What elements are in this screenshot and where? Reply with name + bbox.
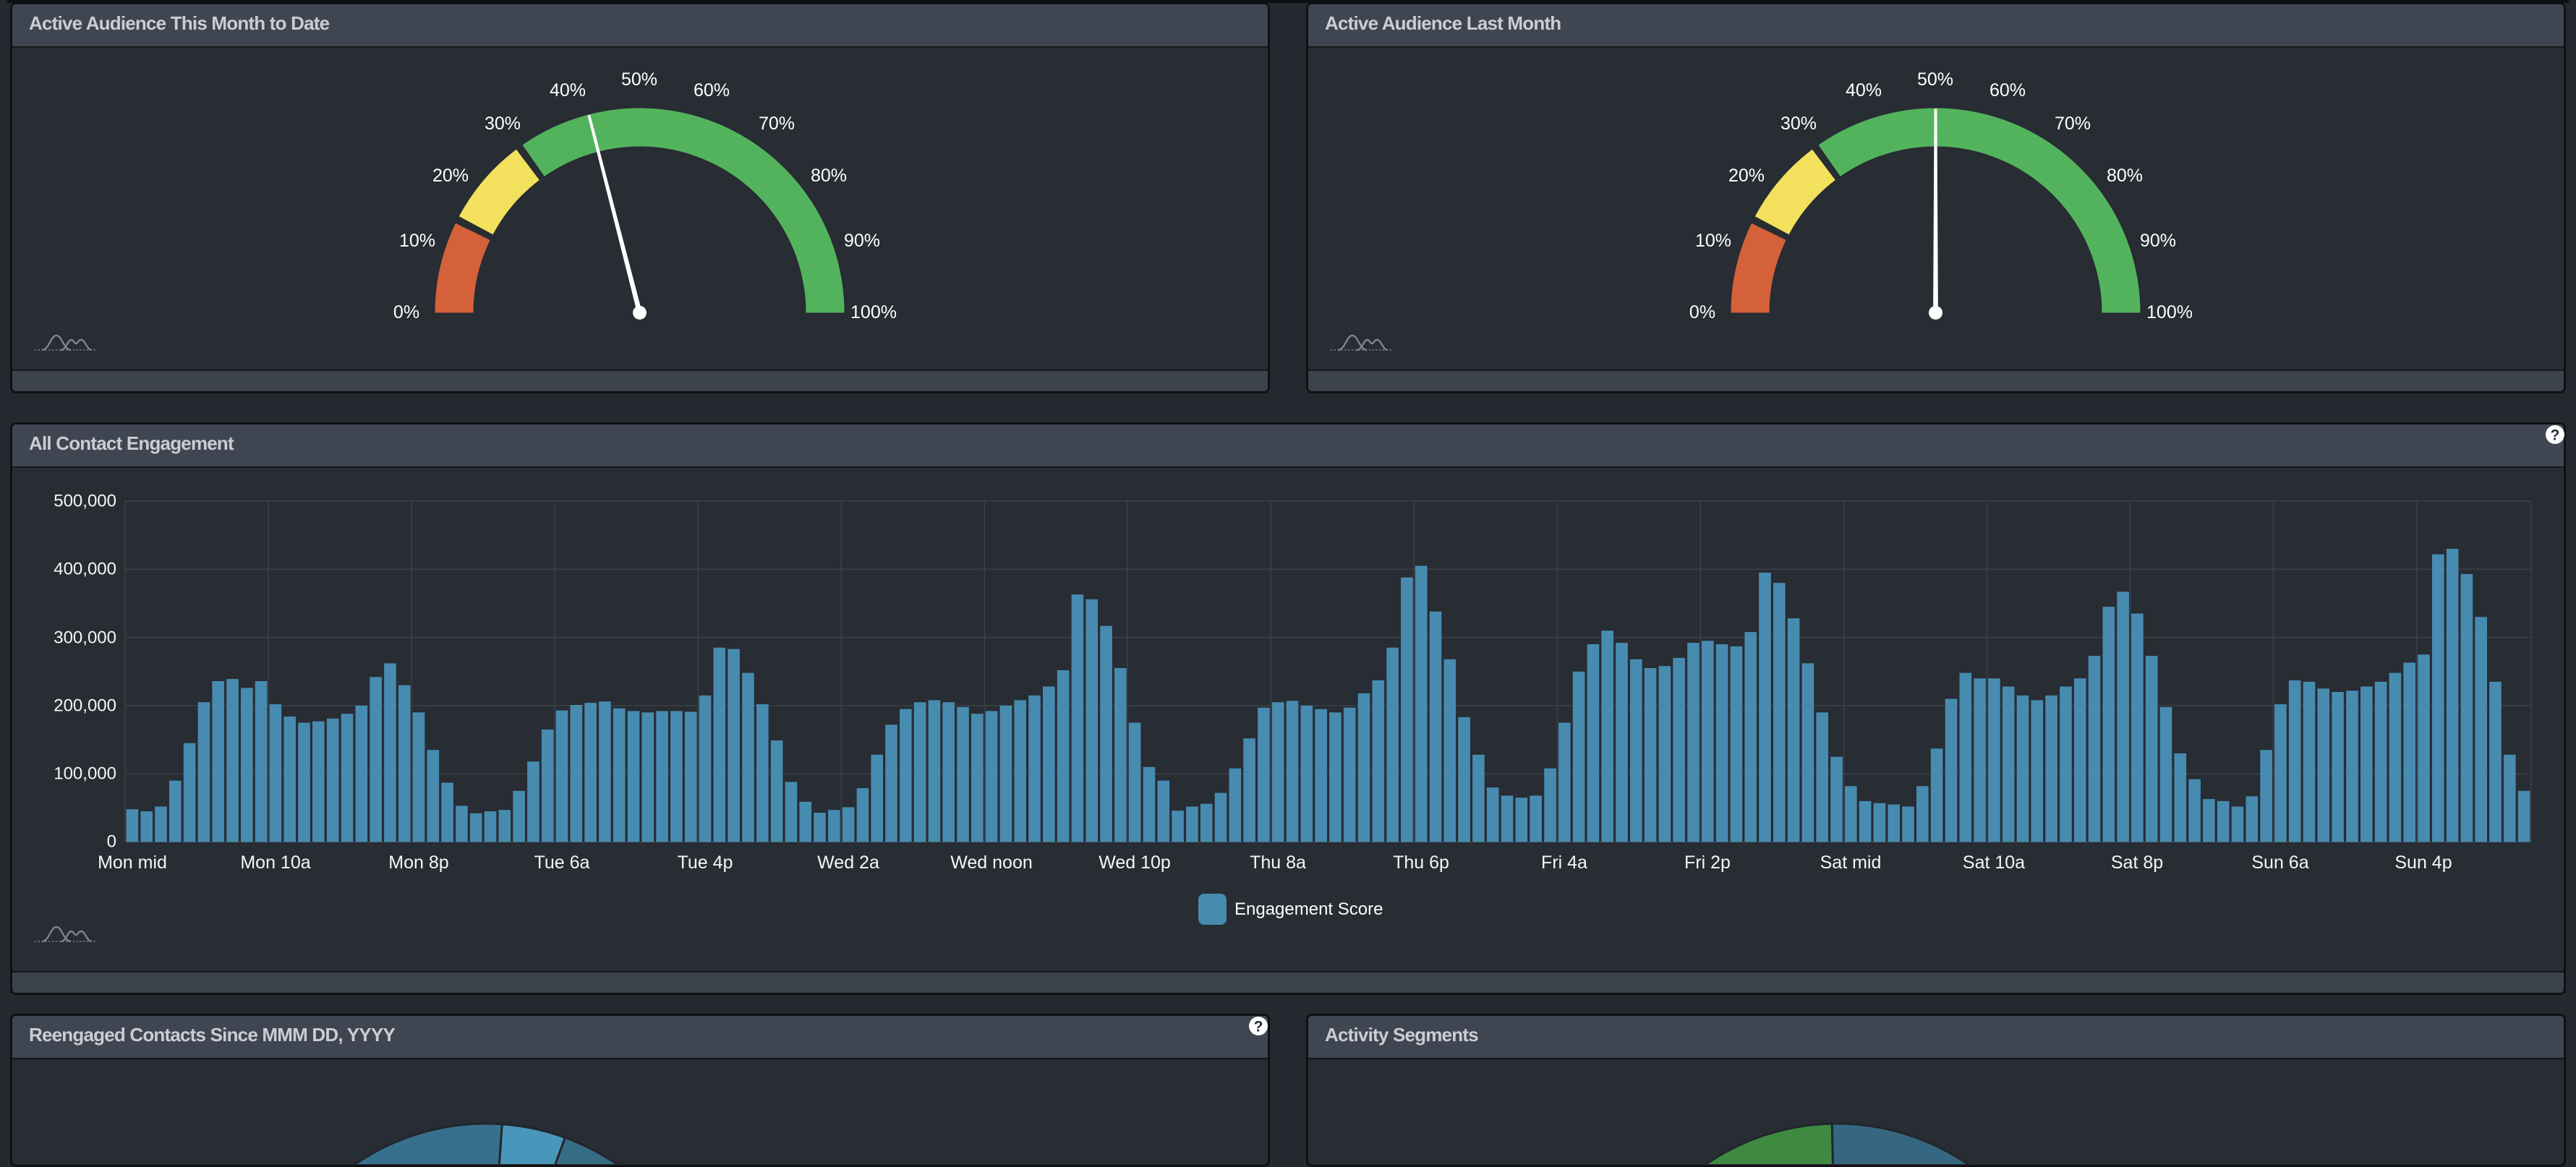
svg-text:Wed 10p: Wed 10p [1099,852,1171,873]
svg-text:Fri 2p: Fri 2p [1684,852,1731,873]
svg-text:80%: 80% [2107,166,2143,186]
svg-text:Wed 2a: Wed 2a [817,852,879,873]
svg-text:?: ? [2551,427,2560,444]
svg-text:Fri 4a: Fri 4a [1541,852,1587,873]
svg-text:Sat 10a: Sat 10a [1963,852,2025,873]
svg-text:30%: 30% [485,114,521,134]
svg-text:0%: 0% [1689,302,1715,322]
svg-text:90%: 90% [844,231,880,251]
svg-text:500,000: 500,000 [54,492,116,511]
svg-text:20%: 20% [1728,166,1765,186]
svg-text:80%: 80% [811,166,847,186]
svg-text:70%: 70% [2055,114,2091,134]
svg-text:Mon 8p: Mon 8p [388,852,448,873]
svg-text:70%: 70% [759,114,795,134]
svg-text:90%: 90% [2140,231,2176,251]
svg-text:100%: 100% [850,302,897,322]
svg-text:Sun 4p: Sun 4p [2394,852,2452,873]
svg-text:60%: 60% [1989,80,2026,101]
svg-text:40%: 40% [1846,80,1882,101]
svg-text:Engagement Score: Engagement Score [1234,899,1383,919]
svg-text:Tue 4p: Tue 4p [678,852,733,873]
svg-text:40%: 40% [550,80,586,101]
svg-text:Sat 8p: Sat 8p [2111,852,2163,873]
svg-text:300,000: 300,000 [54,628,116,648]
svg-text:50%: 50% [621,69,657,90]
svg-text:400,000: 400,000 [54,560,116,579]
svg-text:Thu 6p: Thu 6p [1393,852,1449,873]
svg-text:Thu 8a: Thu 8a [1250,852,1306,873]
svg-text:Sat mid: Sat mid [1820,852,1882,873]
svg-text:Mon 10a: Mon 10a [240,852,310,873]
svg-text:Wed noon: Wed noon [950,852,1033,873]
svg-text:60%: 60% [694,80,730,101]
svg-text:200,000: 200,000 [54,696,116,716]
svg-text:Tue 6a: Tue 6a [534,852,590,873]
svg-text:?: ? [1254,1019,1263,1035]
svg-text:0%: 0% [393,302,419,322]
svg-text:10%: 10% [399,231,435,251]
svg-text:50%: 50% [1917,69,1953,90]
svg-text:Sun 6a: Sun 6a [2251,852,2308,873]
svg-text:20%: 20% [432,166,469,186]
svg-text:30%: 30% [1780,114,1817,134]
svg-text:100,000: 100,000 [54,764,116,784]
svg-text:0: 0 [107,832,116,852]
svg-text:Mon mid: Mon mid [98,852,167,873]
svg-text:100%: 100% [2146,302,2193,322]
svg-text:10%: 10% [1695,231,1731,251]
